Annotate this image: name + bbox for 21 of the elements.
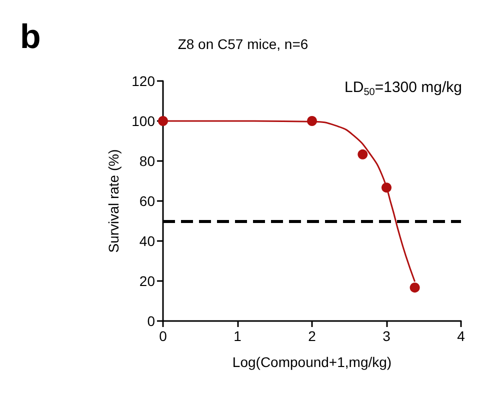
point [410, 282, 420, 293]
y-tick-label: 100 [132, 113, 156, 129]
y-tick-label: 60 [139, 193, 156, 209]
x-tick-label: 2 [308, 328, 316, 344]
point [307, 116, 317, 126]
y-tick-label: 20 [139, 273, 156, 289]
x-tick-label: 3 [382, 328, 391, 344]
point [158, 116, 168, 126]
y-tick-label: 80 [139, 153, 156, 169]
x-tick-label: 4 [457, 328, 466, 344]
chart-title: Z8 on C57 mice, n=6 [178, 36, 308, 52]
x-tick-label: 1 [234, 328, 242, 344]
y-tick-label: 120 [132, 73, 156, 89]
x-tick-label: 0 [159, 328, 168, 344]
point [382, 182, 392, 193]
y-tick-label: 40 [139, 233, 156, 249]
y-axis-title: Survival rate (%) [106, 149, 122, 253]
text: b [20, 18, 41, 56]
y-tick-label: 0 [147, 313, 156, 329]
point [358, 149, 368, 160]
x-axis-title: Log(Compound+1,mg/kg) [232, 354, 392, 370]
